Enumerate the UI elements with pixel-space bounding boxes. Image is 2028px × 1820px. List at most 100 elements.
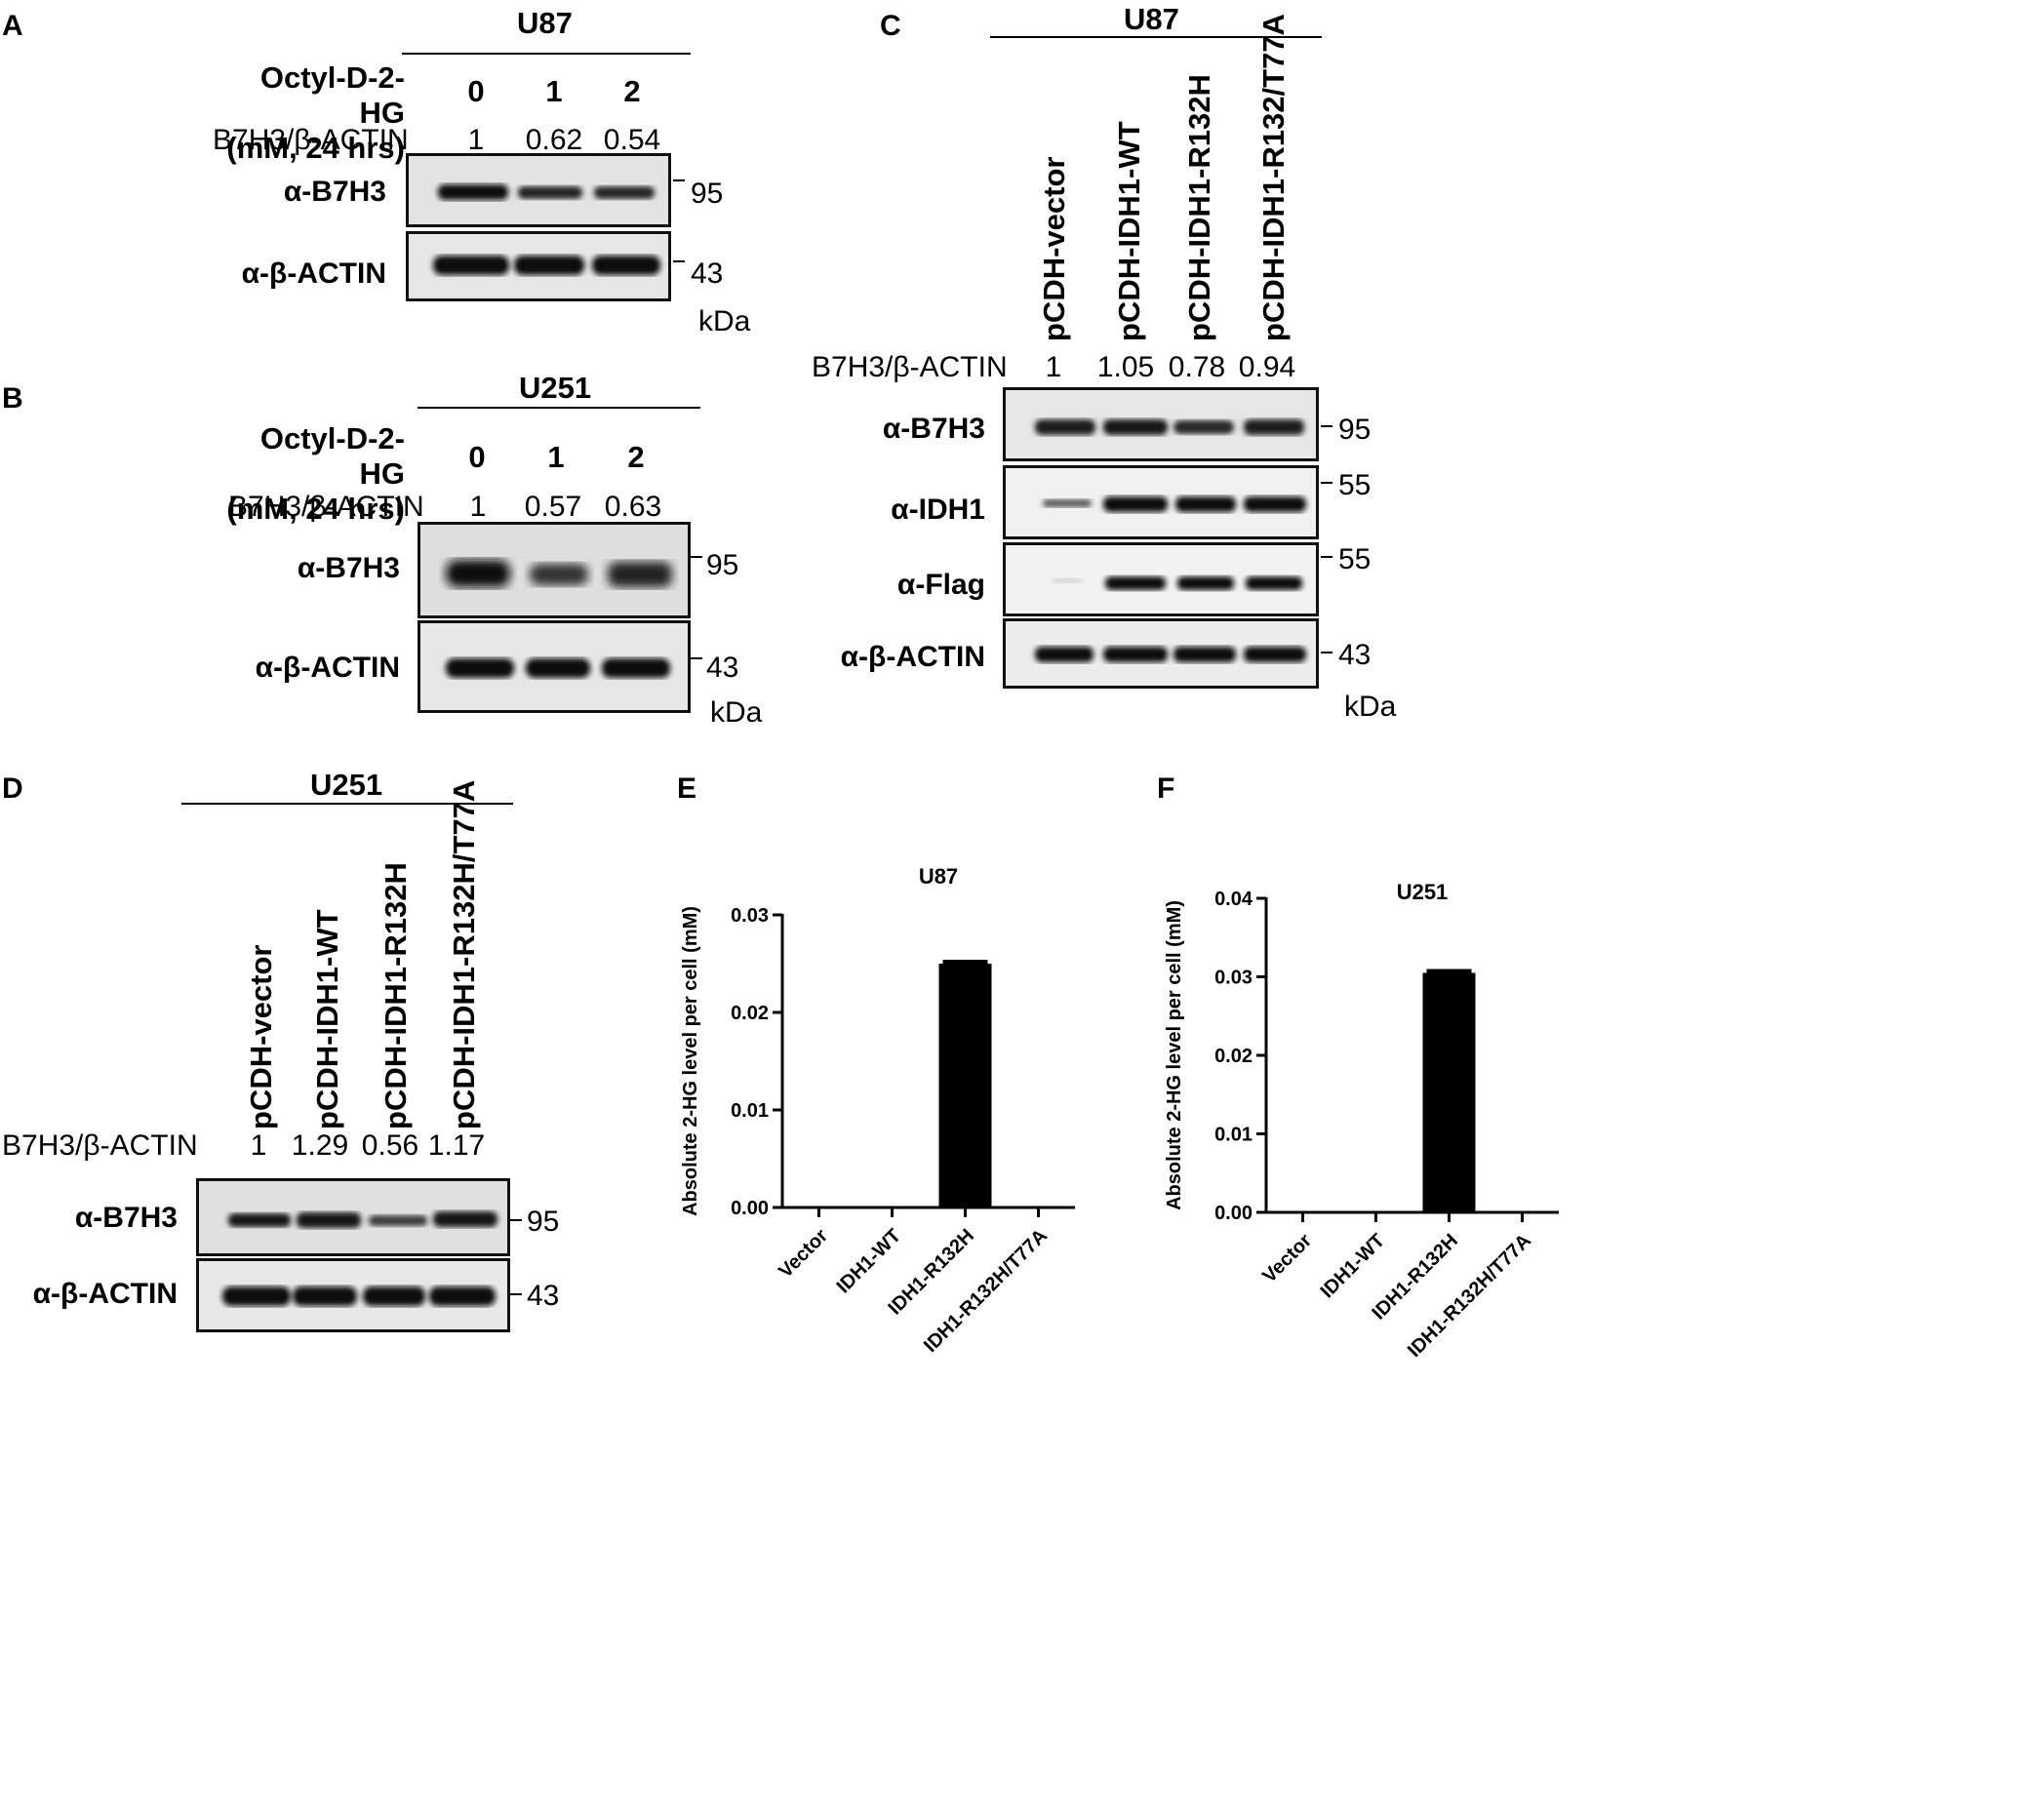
- mw-tick: [691, 556, 702, 558]
- mw-tick: [510, 1293, 522, 1295]
- y-tick-label: 0.03: [731, 905, 769, 927]
- y-tick-label: 0.02: [731, 1003, 769, 1024]
- ratio-value: 1: [250, 1129, 267, 1162]
- panel-d-cell-line-bar: [181, 803, 513, 805]
- panel-b-cell-line: U251: [519, 371, 592, 405]
- blot-actin: [406, 231, 671, 301]
- antibody-label: α-IDH1: [891, 494, 985, 526]
- mw-tick: [1321, 425, 1332, 427]
- blot-bands: [446, 560, 672, 587]
- mw-marker: 95: [706, 549, 739, 581]
- ratio-label: B7H3/β-ACTIN: [213, 124, 409, 156]
- antibody-label: α-β-ACTIN: [840, 641, 985, 673]
- lane-label: pCDH-IDH1-R132H: [378, 862, 413, 1129]
- y-axis-label: Absolute 2-HG level per cell (mM): [680, 906, 701, 1216]
- dose-0: 0: [468, 440, 486, 474]
- mw-marker: 95: [691, 178, 724, 210]
- lane-label: pCDH-IDH1-WT: [310, 909, 344, 1129]
- ratio-value: 1: [469, 491, 487, 523]
- ratio-value: 0.94: [1238, 351, 1296, 383]
- x-tick-label: IDH1-R132H/T77A: [920, 1225, 1052, 1357]
- treatment-line-1: Octyl-D-2-HG: [259, 60, 405, 130]
- dose-2: 2: [623, 74, 641, 108]
- ratio-label: B7H3/β-ACTIN: [812, 351, 1008, 383]
- blot-idh1: [1003, 465, 1319, 539]
- blot-flag: [1003, 542, 1319, 616]
- panel-d-cell-line: U251: [310, 768, 383, 802]
- ratio-value: 0.78: [1168, 351, 1226, 383]
- panel-d-label: D: [2, 772, 23, 805]
- ratio-value: 0.54: [603, 124, 661, 156]
- chart-title: U87: [919, 864, 958, 889]
- dose-1: 1: [545, 74, 563, 108]
- panel-c-cell-line-bar: [990, 36, 1322, 38]
- lane-label: pCDH-IDH1-R132H: [1182, 74, 1216, 341]
- chart-title: U251: [1397, 880, 1449, 904]
- treatment-line-2: (mM, 24 hrs): [226, 131, 405, 165]
- panel-a-cell-line-bar: [402, 53, 691, 55]
- y-tick-label: 0.00: [731, 1198, 769, 1219]
- chart-e: U87 Absolute 2-HG level per cell (mM) 0.00…: [680, 864, 1075, 1357]
- mw-marker: 95: [1338, 414, 1372, 446]
- dose-1: 1: [547, 440, 565, 474]
- x-tick-label: IDH1-R132H/T77A: [1404, 1230, 1535, 1362]
- ratio-value: 1.05: [1096, 351, 1155, 383]
- ratio-value: 1.17: [427, 1129, 486, 1162]
- x-tick-label: IDH1-WT: [833, 1225, 905, 1297]
- antibody-label: α-β-ACTIN: [32, 1278, 178, 1310]
- blot-bands: [438, 184, 655, 200]
- mw-marker: 55: [1338, 543, 1372, 575]
- panel-f-label: F: [1157, 772, 1175, 805]
- panel-b-label: B: [2, 382, 23, 415]
- ratio-value: 1: [467, 124, 485, 156]
- y-tick-label: 0.01: [731, 1100, 769, 1122]
- ratio-value: 1.29: [291, 1129, 349, 1162]
- antibody-label: α-B7H3: [74, 1202, 178, 1234]
- blot-b7h3: [1003, 387, 1319, 461]
- y-tick-label: 0.00: [1214, 1203, 1253, 1224]
- treatment-line-2: (mM, 24 hrs): [226, 492, 405, 526]
- blot-bands: [1053, 576, 1302, 590]
- lane-label: pCDH-vector: [1037, 156, 1071, 341]
- panel-c-cell-line: U87: [1124, 2, 1179, 36]
- blot-actin: [196, 1258, 510, 1332]
- blot-bands: [1043, 496, 1306, 512]
- ratio-value: 0.57: [524, 491, 582, 523]
- panel-b-cell-line-bar: [418, 407, 700, 409]
- panel-a-treatment-label: Octyl-D-2-HG (mM, 24 hrs): [224, 60, 405, 166]
- kda-label: kDa: [710, 696, 763, 729]
- lane-label: pCDH-vector: [244, 944, 278, 1129]
- chart-f: U251 Absolute 2-HG level per cell (mM) 0.0…: [1164, 880, 1559, 1362]
- blot-bands: [222, 1286, 496, 1306]
- panel-c-label: C: [880, 10, 901, 42]
- mw-tick: [510, 1219, 522, 1221]
- panel-b-treatment-label: Octyl-D-2-HG (mM, 24 hrs): [224, 421, 405, 527]
- blot-b7h3: [418, 522, 691, 618]
- antibody-label: α-B7H3: [283, 176, 386, 208]
- mw-tick: [1321, 556, 1332, 558]
- antibody-label: α-Flag: [896, 569, 985, 601]
- panel-e-label: E: [677, 772, 697, 805]
- mw-marker: 43: [691, 257, 724, 290]
- ratio-label: B7H3/β-ACTIN: [2, 1129, 198, 1162]
- y-tick-label: 0.04: [1214, 889, 1253, 910]
- mw-marker: 95: [527, 1206, 560, 1238]
- blot-b7h3: [406, 153, 671, 227]
- bar: [1422, 972, 1476, 1212]
- x-tick-label: Vector: [775, 1225, 832, 1283]
- blot-actin: [418, 620, 691, 713]
- ratio-value: 0.62: [525, 124, 583, 156]
- mw-tick: [1321, 652, 1332, 653]
- antibody-label: α-β-ACTIN: [241, 257, 386, 290]
- ratio-label: B7H3/β-ACTIN: [228, 491, 424, 523]
- antibody-label: α-B7H3: [297, 552, 400, 584]
- mw-tick: [1321, 482, 1332, 484]
- panel-a-cell-line: U87: [517, 6, 573, 40]
- x-tick-label: IDH1-WT: [1317, 1230, 1389, 1302]
- ratio-value: 1: [1045, 351, 1062, 383]
- dose-2: 2: [627, 440, 645, 474]
- mw-marker: 43: [706, 652, 739, 684]
- blot-actin: [1003, 618, 1319, 689]
- ratio-value: 0.56: [361, 1129, 419, 1162]
- mw-tick: [673, 260, 685, 262]
